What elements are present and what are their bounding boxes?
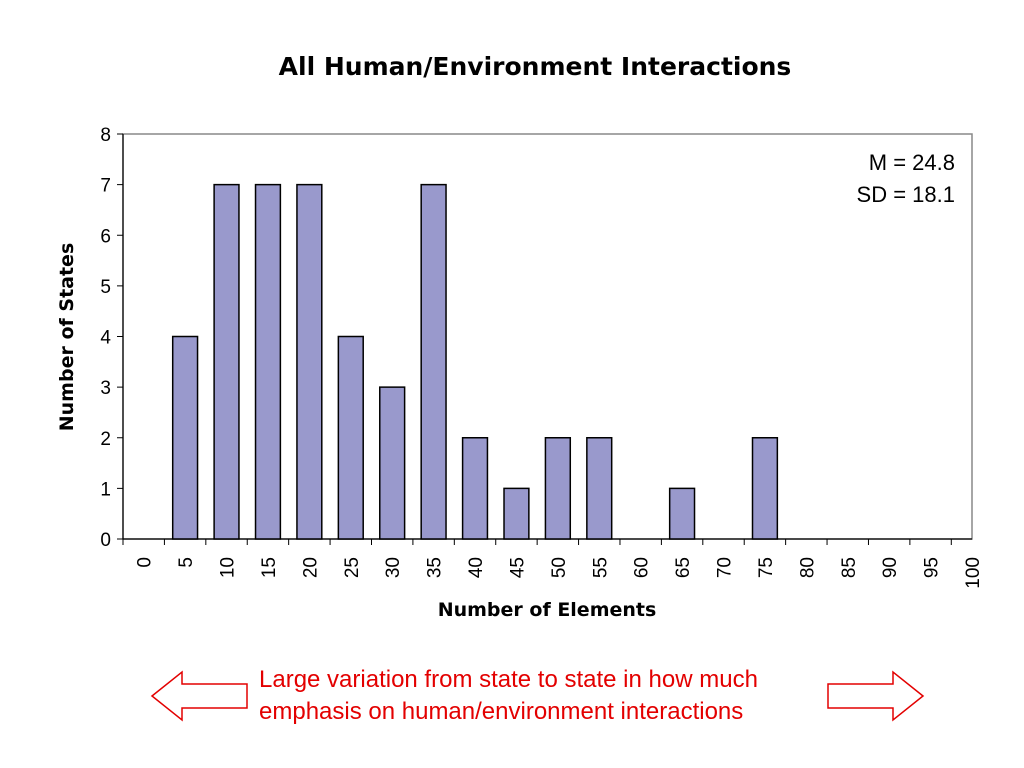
x-tick-label: 90 — [880, 557, 901, 578]
bar — [586, 437, 613, 540]
y-tick-label: 1 — [100, 479, 111, 500]
x-tick-label: 95 — [922, 557, 943, 578]
x-tick-label: 30 — [383, 557, 404, 578]
bar — [337, 335, 364, 540]
y-tick-label: 0 — [100, 530, 111, 551]
x-tick-label: 20 — [300, 557, 321, 578]
x-tick-label: 0 — [135, 557, 156, 568]
x-tick-label: 40 — [466, 557, 487, 578]
x-tick-label: 25 — [342, 557, 363, 578]
bar — [296, 183, 323, 540]
bar — [503, 487, 530, 540]
bar — [213, 183, 240, 540]
x-tick-label: 60 — [632, 557, 653, 578]
bar — [379, 386, 406, 540]
y-tick-label: 5 — [100, 277, 111, 298]
bar — [751, 437, 779, 540]
y-tick-label: 6 — [100, 226, 111, 247]
y-tick-label: 2 — [100, 429, 111, 450]
x-tick-label: 10 — [218, 557, 239, 578]
x-tick-label: 50 — [549, 557, 570, 578]
x-tick-label: 55 — [590, 557, 611, 578]
y-tick-label: 8 — [100, 125, 111, 146]
left-arrow-icon — [150, 670, 248, 722]
right-arrow-icon — [827, 670, 925, 722]
x-tick-label: 75 — [756, 557, 777, 578]
y-tick-label: 7 — [100, 176, 111, 197]
mean-annotation: M = 24.8 — [869, 150, 955, 175]
caption: Large variation from state to state in h… — [259, 664, 879, 728]
x-tick-label: 35 — [425, 557, 446, 578]
bar — [461, 437, 489, 540]
y-tick-label: 3 — [100, 378, 111, 399]
x-axis-label: Number of Elements — [438, 599, 657, 621]
x-tick-label: 70 — [715, 557, 736, 578]
x-tick-label: 45 — [507, 557, 528, 578]
x-tick-label: 80 — [797, 557, 818, 578]
x-tick-label: 15 — [259, 557, 280, 578]
bar — [668, 487, 696, 540]
bar — [254, 183, 282, 540]
x-tick-label: 65 — [673, 557, 694, 578]
bar — [420, 183, 447, 540]
y-tick-label: 4 — [100, 328, 111, 349]
bar — [171, 335, 199, 540]
y-axis-label: Number of States — [56, 243, 78, 432]
caption-line-2: emphasis on human/environment interactio… — [259, 698, 744, 725]
x-tick-label: 5 — [176, 557, 197, 568]
x-tick-label: 85 — [839, 557, 860, 578]
chart-title: All Human/Environment Interactions — [278, 52, 792, 81]
caption-line-1: Large variation from state to state in h… — [259, 666, 758, 693]
sd-annotation: SD = 18.1 — [857, 182, 955, 207]
x-tick-label: 100 — [963, 557, 984, 589]
bar — [544, 437, 572, 540]
